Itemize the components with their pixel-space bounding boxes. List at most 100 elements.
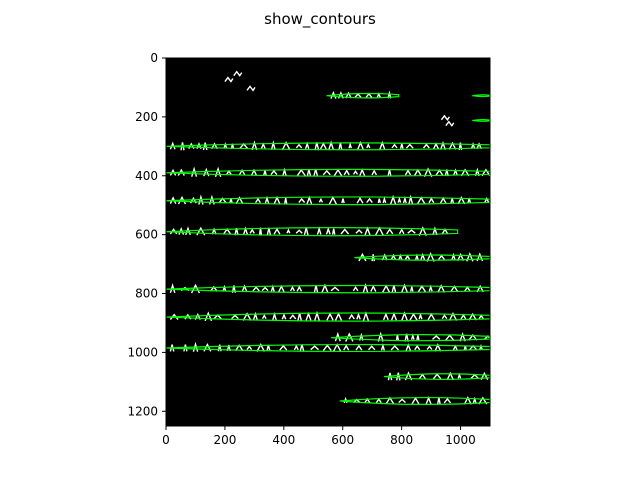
glyph-stroke	[258, 227, 263, 236]
glyph-stroke	[382, 312, 389, 321]
glyph-stroke	[261, 286, 269, 292]
glyph-stroke	[281, 313, 287, 320]
y-tick-label: 800	[135, 287, 158, 301]
glyph-stroke	[390, 311, 398, 321]
glyph-stroke	[295, 229, 303, 234]
glyph-stroke	[233, 70, 243, 77]
x-tick-label: 200	[213, 433, 236, 447]
glyph-stroke	[261, 314, 267, 320]
y-tick-label: 600	[135, 228, 158, 242]
glyph-stroke	[457, 195, 466, 205]
contour-6	[165, 227, 459, 237]
glyph-stroke	[439, 140, 447, 150]
glyph-stroke	[437, 284, 446, 293]
glyph-stroke	[432, 226, 438, 236]
chart-title: show_contours	[264, 10, 376, 29]
contour-0	[326, 92, 400, 99]
glyph-stroke	[226, 344, 231, 352]
glyph-stroke	[286, 228, 291, 234]
y-tick-label: 200	[135, 110, 158, 124]
glyph-stroke	[432, 335, 441, 340]
glyph-stroke	[352, 285, 359, 292]
glyph-stroke	[322, 169, 331, 176]
glyph-stroke	[270, 169, 278, 176]
x-tick-label: 600	[331, 433, 354, 447]
glyph-stroke	[348, 313, 355, 320]
glyph-stroke	[169, 282, 176, 293]
glyph-stroke	[444, 169, 449, 177]
glyph-stroke	[252, 286, 260, 292]
x-axis: 0 200 400 600 800 1000	[162, 426, 476, 447]
glyph-stroke	[426, 251, 435, 262]
glyph-stroke	[459, 332, 466, 342]
glyph-stroke	[404, 333, 409, 342]
glyph-stroke	[289, 314, 297, 320]
glyph-stroke	[367, 345, 376, 351]
glyph-stroke	[390, 344, 400, 351]
glyph-stroke	[382, 195, 387, 204]
glyph-stroke	[440, 114, 450, 122]
glyph-stroke	[298, 197, 306, 203]
glyph-stroke	[404, 169, 412, 176]
glyph-stroke	[325, 226, 331, 235]
glyph-stroke	[169, 344, 175, 352]
glyph-stroke	[279, 344, 288, 351]
glyph-stroke	[326, 312, 334, 321]
glyph-stroke	[441, 314, 448, 320]
glyph-stroke	[348, 141, 352, 149]
glyph-stroke	[345, 91, 352, 99]
glyph-stroke	[246, 345, 253, 350]
glyph-stroke	[398, 228, 405, 235]
glyph-stroke	[231, 314, 239, 320]
glyph-stroke	[387, 90, 392, 99]
glyph-stroke	[398, 398, 406, 404]
glyph-stroke	[355, 344, 363, 351]
y-tick-label: 400	[135, 169, 158, 183]
glyph-stroke	[235, 196, 244, 205]
glyph-stroke	[249, 228, 255, 234]
glyph-stroke	[316, 226, 322, 235]
glyph-stroke	[466, 252, 474, 262]
glyph-stroke	[331, 228, 336, 235]
glyph-stroke	[371, 169, 378, 176]
x-tick-label: 400	[272, 433, 295, 447]
glyph-stroke	[438, 254, 445, 260]
glyph-stroke	[251, 140, 258, 151]
glyph-stroke	[318, 197, 324, 203]
glyph-stroke	[169, 196, 177, 204]
glyph-stroke	[410, 286, 414, 292]
glyph-stroke	[428, 284, 433, 292]
glyph-stroke	[284, 197, 288, 204]
glyph-stroke	[180, 142, 185, 151]
glyph-stroke	[296, 285, 303, 292]
glyph-stroke	[304, 141, 310, 150]
glyph-stroke	[377, 331, 384, 342]
glyph-stroke	[352, 170, 359, 175]
glyph-stroke	[409, 312, 418, 321]
glyph-stroke	[474, 167, 480, 177]
glyph-stroke	[334, 331, 341, 342]
glyph-stroke	[428, 197, 435, 204]
glyph-stroke	[375, 397, 382, 404]
glyph-stroke	[381, 253, 388, 261]
glyph-stroke	[273, 227, 281, 235]
glyph-stroke	[322, 344, 332, 352]
glyph-stroke	[476, 284, 484, 293]
glyph-stroke	[310, 345, 319, 351]
glyph-stroke	[343, 169, 350, 176]
glyph-stroke	[457, 252, 465, 261]
glyph-stroke	[399, 143, 404, 149]
glyph-stroke	[356, 196, 364, 204]
axes-frame	[165, 57, 491, 427]
glyph-stroke	[256, 343, 266, 352]
glyph-stroke	[319, 142, 327, 150]
glyph-stroke	[422, 143, 430, 149]
glyph-stroke	[460, 168, 470, 177]
glyph-stroke	[386, 228, 394, 235]
glyph-stroke	[343, 344, 350, 351]
glyph-stroke	[366, 143, 371, 149]
glyph-stroke	[391, 143, 398, 149]
glyph-stroke	[416, 335, 420, 341]
glyph-stroke	[358, 332, 364, 341]
